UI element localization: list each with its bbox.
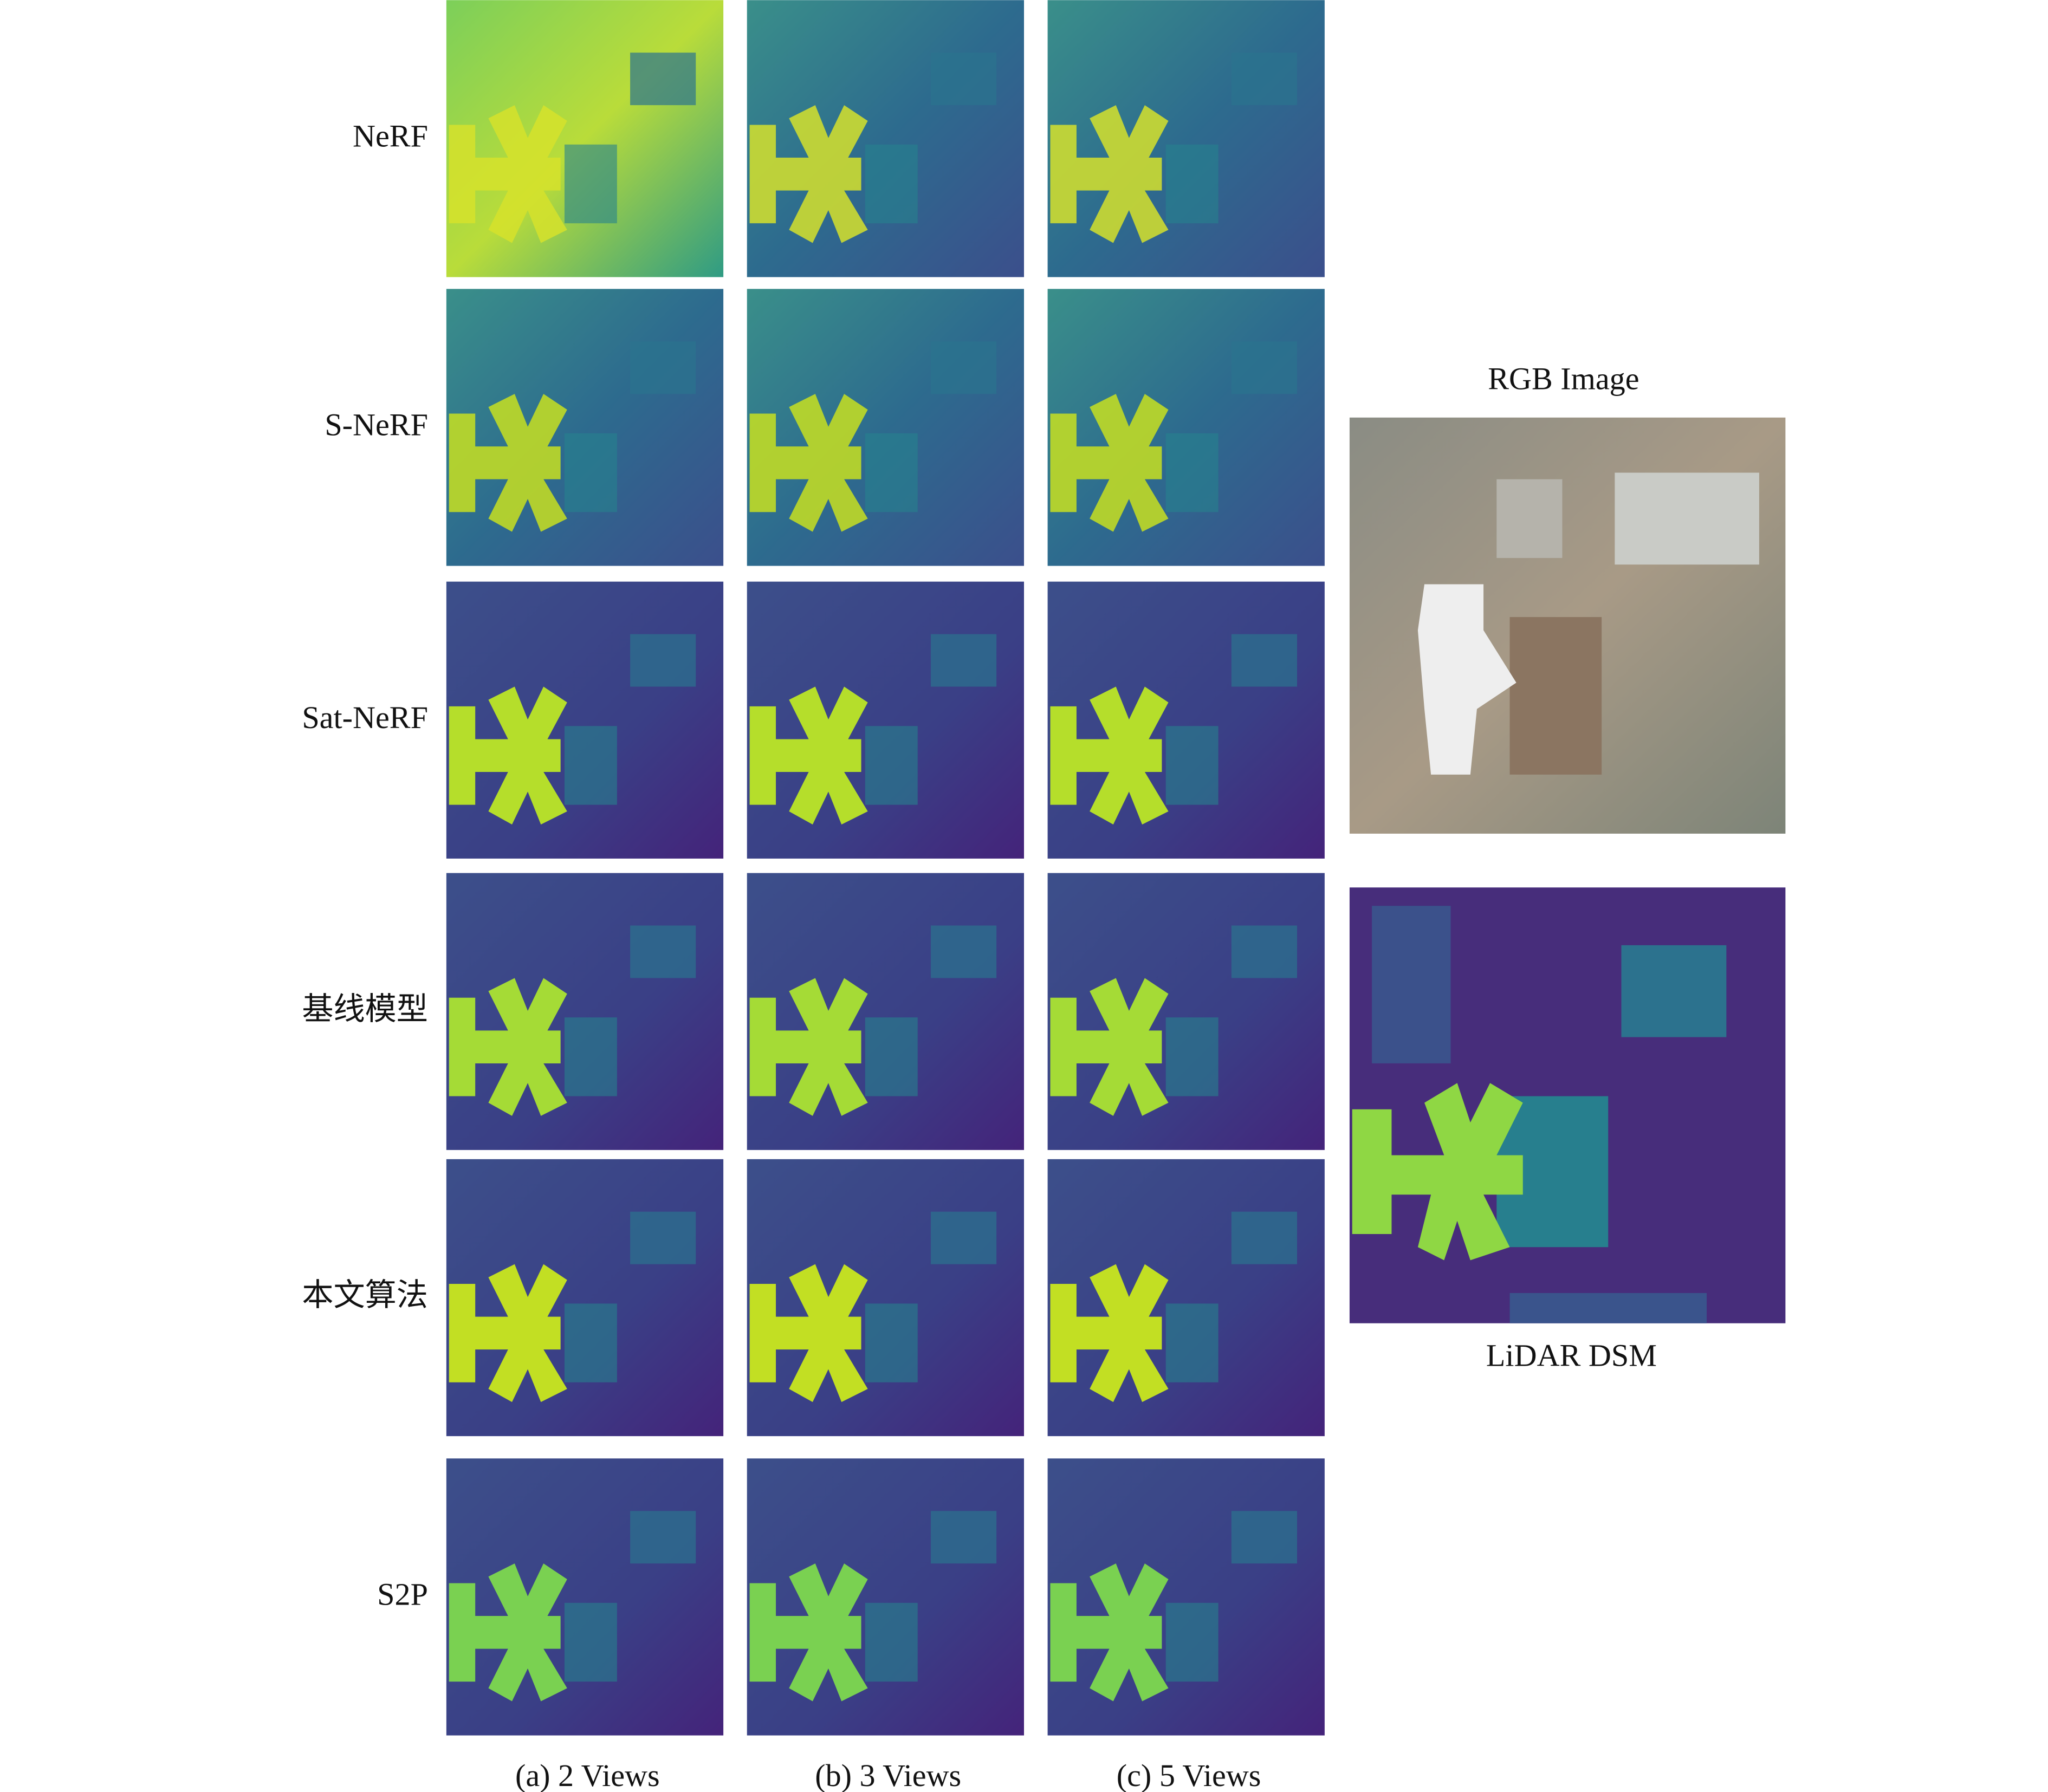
building-block <box>930 634 997 687</box>
building-block <box>865 433 918 512</box>
building-block <box>564 433 617 512</box>
result-image <box>1047 581 1325 859</box>
building-block <box>1231 634 1297 687</box>
building-cross <box>749 394 868 532</box>
rgb-title: RGB Image <box>1488 361 1639 397</box>
building-block <box>1231 1211 1297 1264</box>
result-image <box>446 581 724 859</box>
building-cross <box>749 105 868 243</box>
building-cross <box>449 394 567 532</box>
building-block <box>930 1511 997 1564</box>
building-block <box>1165 726 1219 805</box>
building-cross <box>1050 686 1169 824</box>
building-block <box>1165 1602 1219 1682</box>
building-block <box>564 1017 617 1096</box>
lidar-title: LiDAR DSM <box>1486 1337 1657 1373</box>
building-block <box>564 1303 617 1382</box>
building-block <box>1165 144 1219 224</box>
result-image <box>747 289 1024 566</box>
building-cross <box>1050 1264 1169 1403</box>
result-image <box>1047 0 1325 277</box>
building-block <box>865 1303 918 1382</box>
building-cross <box>449 1264 567 1403</box>
result-image <box>1047 1458 1325 1736</box>
building-cross <box>449 686 567 824</box>
rgb-building <box>1417 584 1516 775</box>
lidar-building <box>1352 1083 1523 1261</box>
building-block <box>564 144 617 224</box>
result-image <box>446 873 724 1150</box>
building-block <box>1165 1017 1219 1096</box>
rgb-building <box>1496 479 1563 559</box>
column-caption: (b) 3 Views <box>815 1758 961 1792</box>
building-block <box>865 726 918 805</box>
result-image <box>747 581 1024 859</box>
lidar-building <box>1372 906 1451 1063</box>
building-cross <box>449 1563 567 1702</box>
building-block <box>630 1211 696 1264</box>
row-label: Sat-NeRF <box>302 700 428 735</box>
building-cross <box>449 978 567 1116</box>
building-block <box>630 53 696 106</box>
building-block <box>930 925 997 978</box>
building-cross <box>449 105 567 243</box>
building-cross <box>1050 394 1169 532</box>
result-image <box>446 1159 724 1437</box>
column-caption: (c) 5 Views <box>1117 1758 1261 1792</box>
building-block <box>930 1211 997 1264</box>
result-image <box>446 0 724 277</box>
building-block <box>1165 1303 1219 1382</box>
result-image <box>747 1458 1024 1736</box>
building-block <box>564 726 617 805</box>
building-block <box>630 341 696 394</box>
building-cross <box>749 686 868 824</box>
reference-panels: RGB Image LiDAR DSM <box>1349 361 1786 1373</box>
result-image <box>446 1458 724 1736</box>
building-block <box>865 1017 918 1096</box>
column-caption: (a) 2 Views <box>515 1758 660 1792</box>
row-label: NeRF <box>353 118 428 153</box>
building-block <box>1231 341 1297 394</box>
result-image <box>1047 1159 1325 1437</box>
result-image <box>1047 873 1325 1150</box>
result-image <box>1047 289 1325 566</box>
result-image <box>747 0 1024 277</box>
building-cross <box>1050 105 1169 243</box>
result-image <box>446 289 724 566</box>
building-block <box>1165 433 1219 512</box>
building-block <box>865 144 918 224</box>
building-block <box>630 925 696 978</box>
building-block <box>630 634 696 687</box>
result-image <box>747 873 1024 1150</box>
rgb-building <box>1615 472 1759 565</box>
building-block <box>930 53 997 106</box>
building-cross <box>749 1264 868 1403</box>
building-cross <box>1050 1563 1169 1702</box>
building-cross <box>749 1563 868 1702</box>
rgb-building <box>1509 617 1602 775</box>
row-label: S-NeRF <box>325 407 428 443</box>
building-cross <box>749 978 868 1116</box>
building-cross <box>1050 978 1169 1116</box>
building-block <box>630 1511 696 1564</box>
building-block <box>564 1602 617 1682</box>
result-image <box>747 1159 1024 1437</box>
lidar-building <box>1509 1293 1707 1323</box>
row-label: S2P <box>377 1576 428 1612</box>
row-label: 本文算法 <box>302 1277 428 1313</box>
building-block <box>1231 1511 1297 1564</box>
lidar-building <box>1621 945 1727 1037</box>
building-block <box>1231 53 1297 106</box>
building-block <box>865 1602 918 1682</box>
building-block <box>1231 925 1297 978</box>
row-label: 基线模型 <box>302 991 428 1027</box>
building-block <box>930 341 997 394</box>
